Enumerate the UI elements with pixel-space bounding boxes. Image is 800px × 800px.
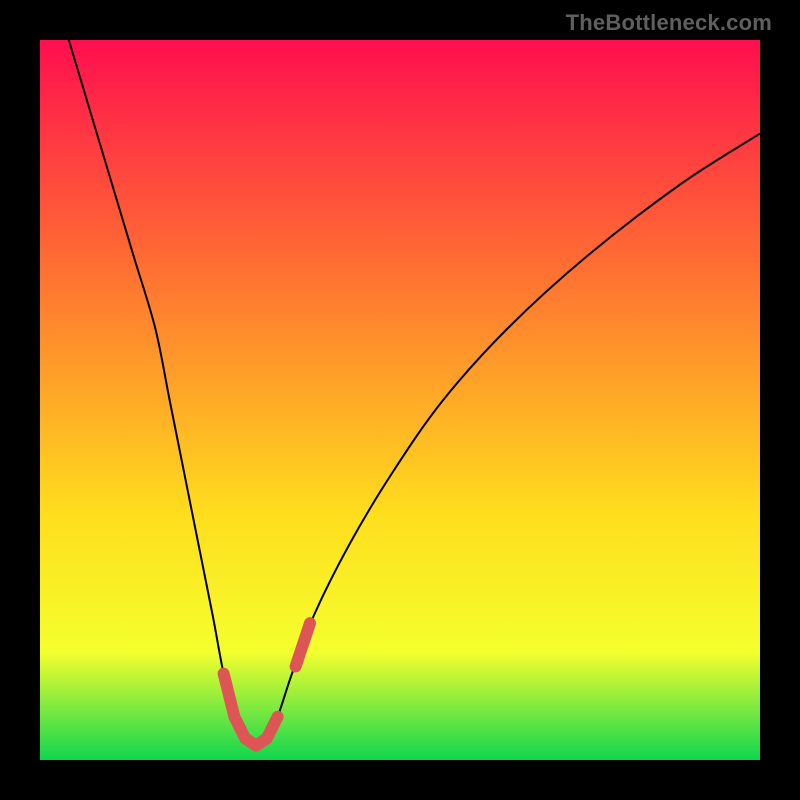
- watermark-text: TheBottleneck.com: [566, 10, 772, 36]
- chart-frame: TheBottleneck.com: [0, 0, 800, 800]
- plot-svg: [40, 40, 760, 760]
- gradient-background: [40, 40, 760, 760]
- plot-area: [40, 40, 760, 760]
